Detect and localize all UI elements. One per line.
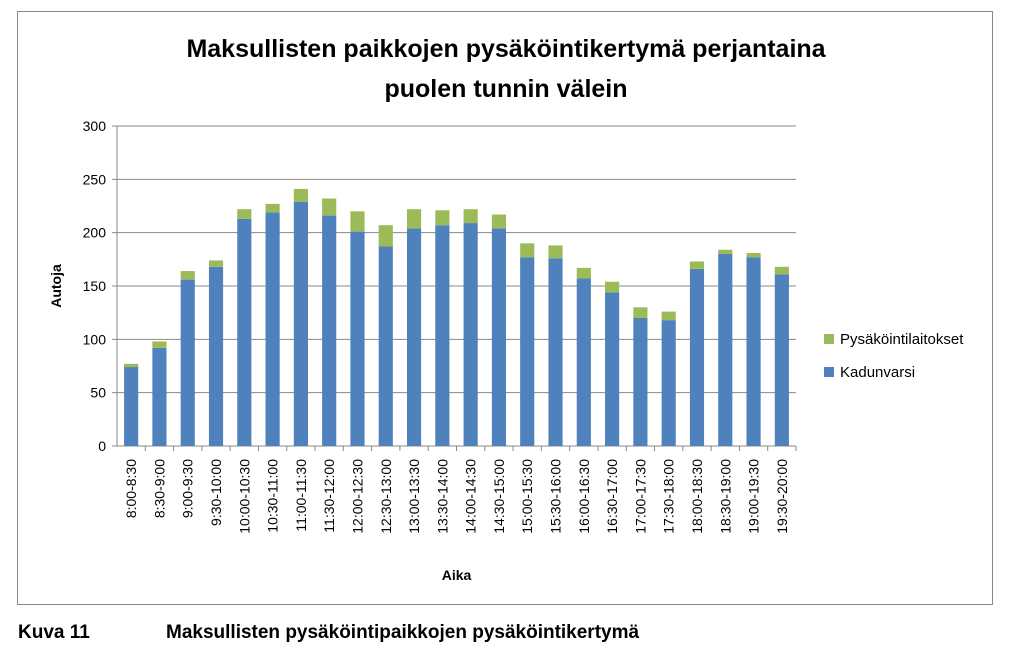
y-tick-label: 150 [83, 278, 107, 294]
x-tick-label: 12:30-13:00 [378, 459, 394, 534]
bar-kadunvarsi [378, 246, 393, 446]
bar-pysakointilaitokset [548, 245, 563, 259]
bar-pysakointilaitokset [774, 266, 789, 275]
bar-kadunvarsi [576, 278, 591, 446]
chart-frame: Maksullisten paikkojen pysäköintikertymä… [17, 11, 993, 605]
x-tick-label: 17:30-18:00 [661, 459, 677, 534]
bar-pysakointilaitokset [208, 260, 224, 267]
bar-kadunvarsi [463, 223, 478, 446]
bar-pysakointilaitokset [293, 188, 308, 202]
bar-pysakointilaitokset [152, 341, 167, 348]
y-tick-label: 50 [90, 385, 106, 401]
bar-kadunvarsi [633, 318, 648, 446]
bar-kadunvarsi [265, 212, 280, 446]
y-axis-title: Autoja [48, 264, 64, 308]
legend-swatch [824, 334, 834, 344]
x-tick-label: 15:00-15:30 [519, 459, 535, 534]
x-tick-label: 13:00-13:30 [406, 459, 422, 534]
x-tick-label: 11:00-11:30 [293, 459, 309, 532]
bar-kadunvarsi [774, 274, 789, 446]
bar-pysakointilaitokset [633, 307, 648, 318]
bar-kadunvarsi [180, 279, 195, 446]
legend-label: Pysäköintilaitokset [840, 331, 964, 348]
bar-pysakointilaitokset [520, 243, 535, 258]
bar-pysakointilaitokset [265, 203, 280, 213]
x-tick-label: 19:00-19:30 [746, 459, 762, 534]
y-tick-label: 300 [83, 118, 107, 134]
x-tick-label: 10:00-10:30 [236, 459, 252, 534]
bar-pysakointilaitokset [491, 214, 507, 229]
bar-pysakointilaitokset [322, 198, 337, 216]
bar-kadunvarsi [293, 201, 308, 446]
bar-kadunvarsi [491, 228, 507, 446]
bar-kadunvarsi [520, 257, 535, 446]
bar-pysakointilaitokset [746, 252, 761, 258]
bar-kadunvarsi [548, 258, 563, 446]
bar-pysakointilaitokset [350, 211, 365, 232]
y-tick-label: 0 [98, 438, 106, 454]
x-tick-label: 9:00-9:30 [180, 459, 196, 518]
y-tick-label: 250 [83, 171, 107, 187]
bar-pysakointilaitokset [406, 209, 422, 229]
x-tick-label: 8:00-8:30 [123, 459, 139, 518]
x-tick-label: 19:30-20:00 [774, 459, 790, 534]
y-tick-label: 100 [83, 331, 107, 347]
x-tick-label: 18:00-18:30 [689, 459, 705, 534]
x-tick-label: 14:00-14:30 [463, 459, 479, 534]
x-tick-label: 10:30-11:00 [265, 459, 281, 533]
chart-title-line-1: Maksullisten paikkojen pysäköintikertymä… [186, 35, 826, 63]
bar-pysakointilaitokset [689, 261, 705, 269]
bar-pysakointilaitokset [237, 209, 252, 219]
bar-pysakointilaitokset [463, 209, 478, 224]
y-tick-label: 200 [83, 225, 107, 241]
bar-kadunvarsi [208, 266, 224, 446]
bar-pysakointilaitokset [124, 363, 139, 368]
x-tick-label: 12:00-12:30 [349, 459, 365, 534]
bar-pysakointilaitokset [576, 267, 591, 279]
bar-kadunvarsi [435, 225, 450, 446]
x-tick-label: 18:30-19:00 [717, 459, 733, 534]
x-tick-label: 13:30-14:00 [434, 459, 450, 534]
bar-kadunvarsi [406, 228, 422, 446]
x-tick-label: 16:00-16:30 [576, 459, 592, 534]
x-tick-label: 8:30-9:00 [151, 459, 167, 518]
bar-kadunvarsi [661, 320, 676, 446]
bar-kadunvarsi [152, 347, 167, 446]
bar-kadunvarsi [237, 218, 252, 446]
stacked-bar-chart: Maksullisten paikkojen pysäköintikertymä… [48, 35, 964, 583]
x-tick-label: 15:30-16:00 [548, 459, 564, 534]
bar-kadunvarsi [689, 268, 705, 446]
bar-kadunvarsi [124, 367, 139, 446]
legend-swatch [824, 367, 834, 377]
bar-kadunvarsi [322, 215, 337, 446]
x-tick-label: 11:30-12:00 [321, 459, 337, 533]
bar-pysakointilaitokset [718, 249, 733, 254]
bar-pysakointilaitokset [378, 225, 393, 247]
chart-title-line-2: puolen tunnin välein [384, 75, 627, 103]
bar-pysakointilaitokset [435, 210, 450, 226]
x-tick-label: 14:30-15:00 [491, 459, 507, 534]
x-tick-label: 17:00-17:30 [632, 459, 648, 534]
bar-pysakointilaitokset [661, 311, 676, 321]
figure-caption-label: Kuva 11 [18, 622, 90, 643]
bar-kadunvarsi [746, 257, 761, 446]
bar-kadunvarsi [718, 254, 733, 446]
bar-kadunvarsi [350, 231, 365, 446]
figure-caption-text: Maksullisten pysäköintipaikkojen pysäköi… [166, 622, 640, 643]
bar-kadunvarsi [605, 292, 620, 446]
bar-pysakointilaitokset [605, 281, 620, 293]
x-tick-label: 16:30-17:00 [604, 459, 620, 534]
x-tick-label: 9:30-10:00 [208, 459, 224, 526]
legend-label: Kadunvarsi [840, 364, 915, 381]
bar-pysakointilaitokset [180, 271, 195, 280]
x-axis-title: Aika [442, 567, 472, 583]
